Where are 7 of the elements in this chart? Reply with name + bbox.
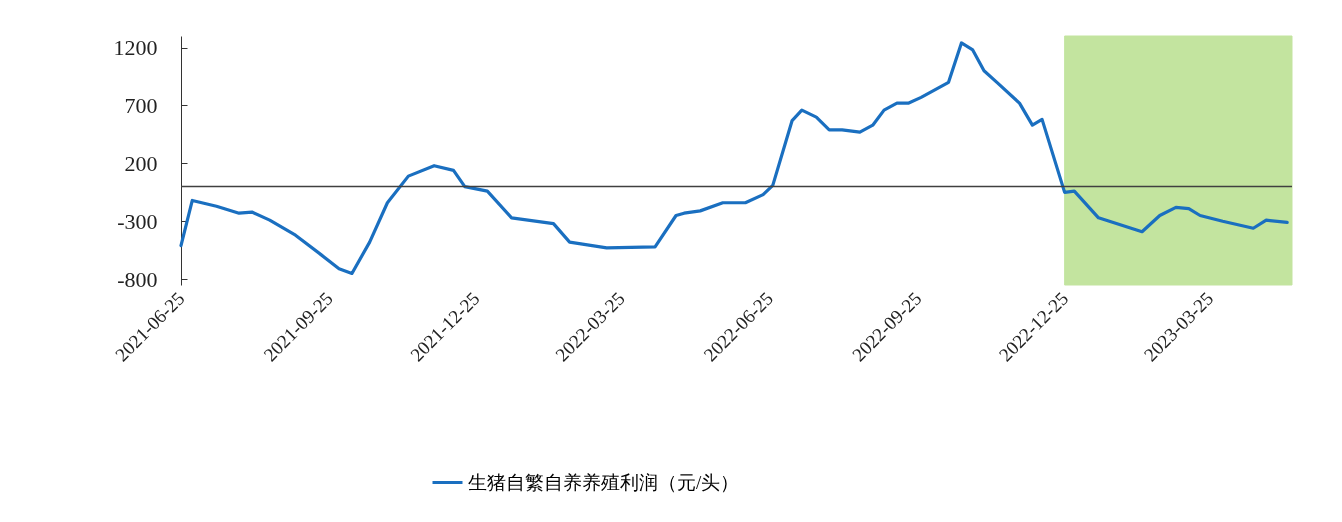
y-tick-label: 200 (124, 150, 158, 176)
y-tick-label: 700 (124, 92, 158, 118)
y-tick-label: -800 (117, 266, 158, 292)
y-tick-label: 1200 (113, 35, 158, 61)
y-tick-label: -300 (117, 208, 158, 234)
legend-label: 生猪自繁自养养殖利润（元/头） (468, 471, 740, 493)
line-series (179, 41, 1289, 276)
